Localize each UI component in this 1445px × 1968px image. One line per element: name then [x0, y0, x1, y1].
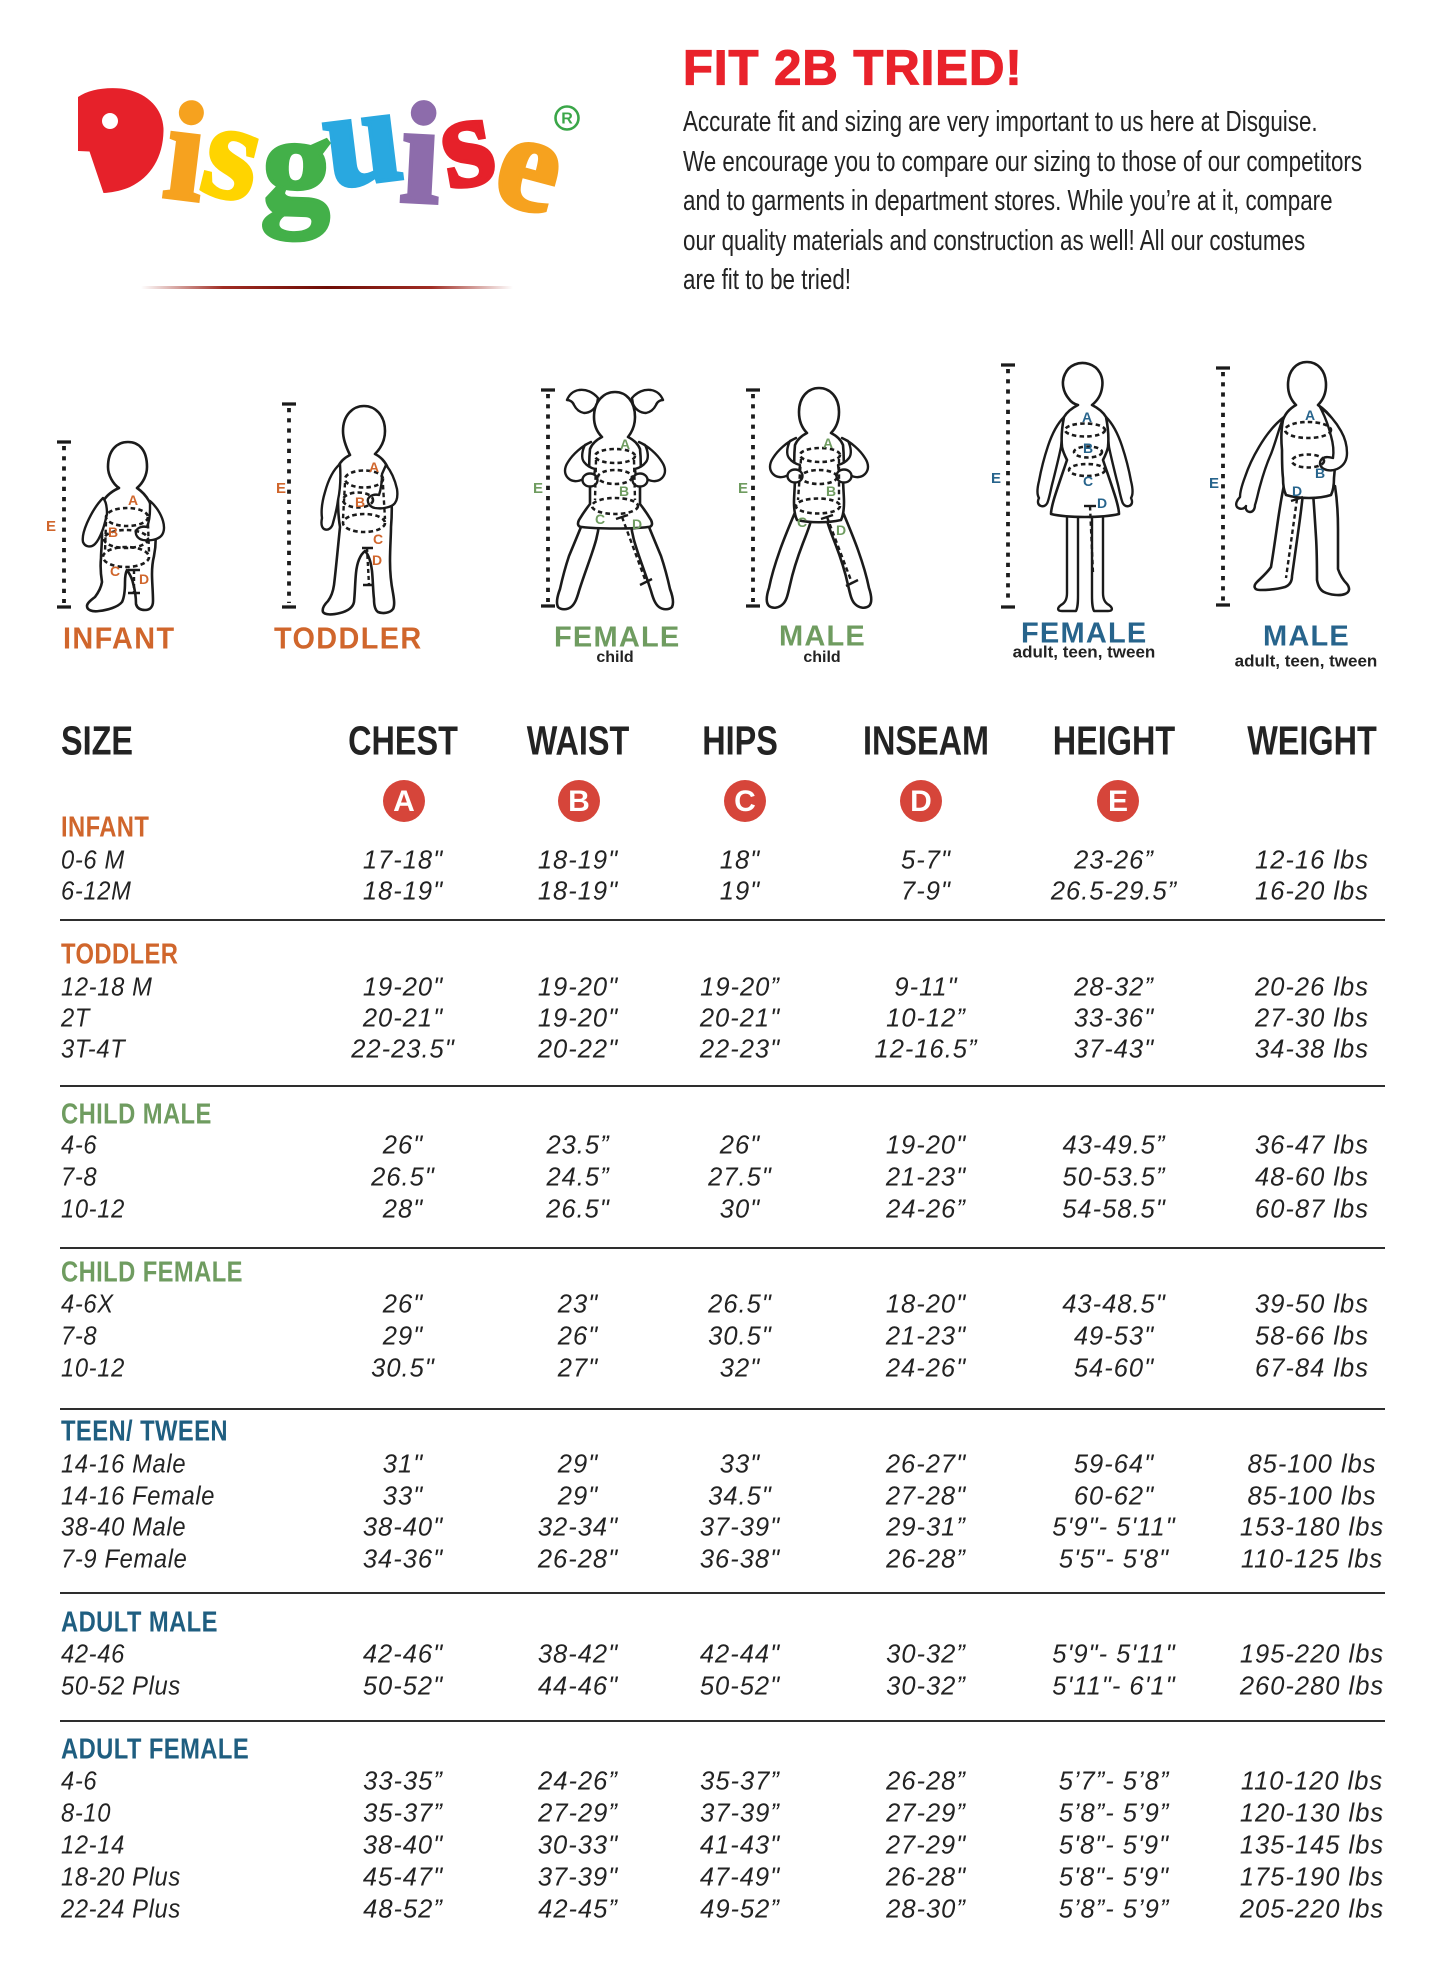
svg-text:C: C: [595, 511, 605, 527]
svg-text:A: A: [369, 459, 379, 475]
svg-text:A: A: [823, 435, 833, 451]
svg-text:A: A: [128, 492, 138, 508]
svg-text:B: B: [1315, 465, 1325, 481]
svg-text:C: C: [797, 514, 807, 530]
svg-text:B: B: [355, 494, 365, 510]
svg-text:B: B: [619, 483, 629, 499]
svg-text:E: E: [991, 470, 1001, 487]
svg-text:D: D: [1097, 495, 1107, 511]
svg-text:B: B: [108, 524, 118, 540]
svg-text:R: R: [561, 111, 573, 128]
svg-text:D: D: [372, 552, 382, 568]
svg-text:E: E: [46, 518, 56, 535]
svg-text:C: C: [1083, 473, 1093, 489]
svg-text:E: E: [738, 480, 748, 497]
svg-text:C: C: [110, 563, 120, 579]
svg-text:D: D: [632, 516, 642, 532]
svg-text:C: C: [373, 531, 383, 547]
svg-text:E: E: [1209, 475, 1219, 492]
svg-text:E: E: [276, 480, 286, 497]
svg-text:B: B: [1083, 440, 1093, 456]
svg-text:D: D: [1292, 483, 1302, 499]
svg-text:D: D: [836, 522, 846, 538]
svg-text:A: A: [620, 436, 630, 452]
svg-text:A: A: [1305, 407, 1315, 423]
svg-text:E: E: [533, 480, 543, 497]
svg-text:B: B: [826, 483, 836, 499]
svg-text:D: D: [139, 571, 149, 587]
svg-text:A: A: [1082, 409, 1092, 425]
